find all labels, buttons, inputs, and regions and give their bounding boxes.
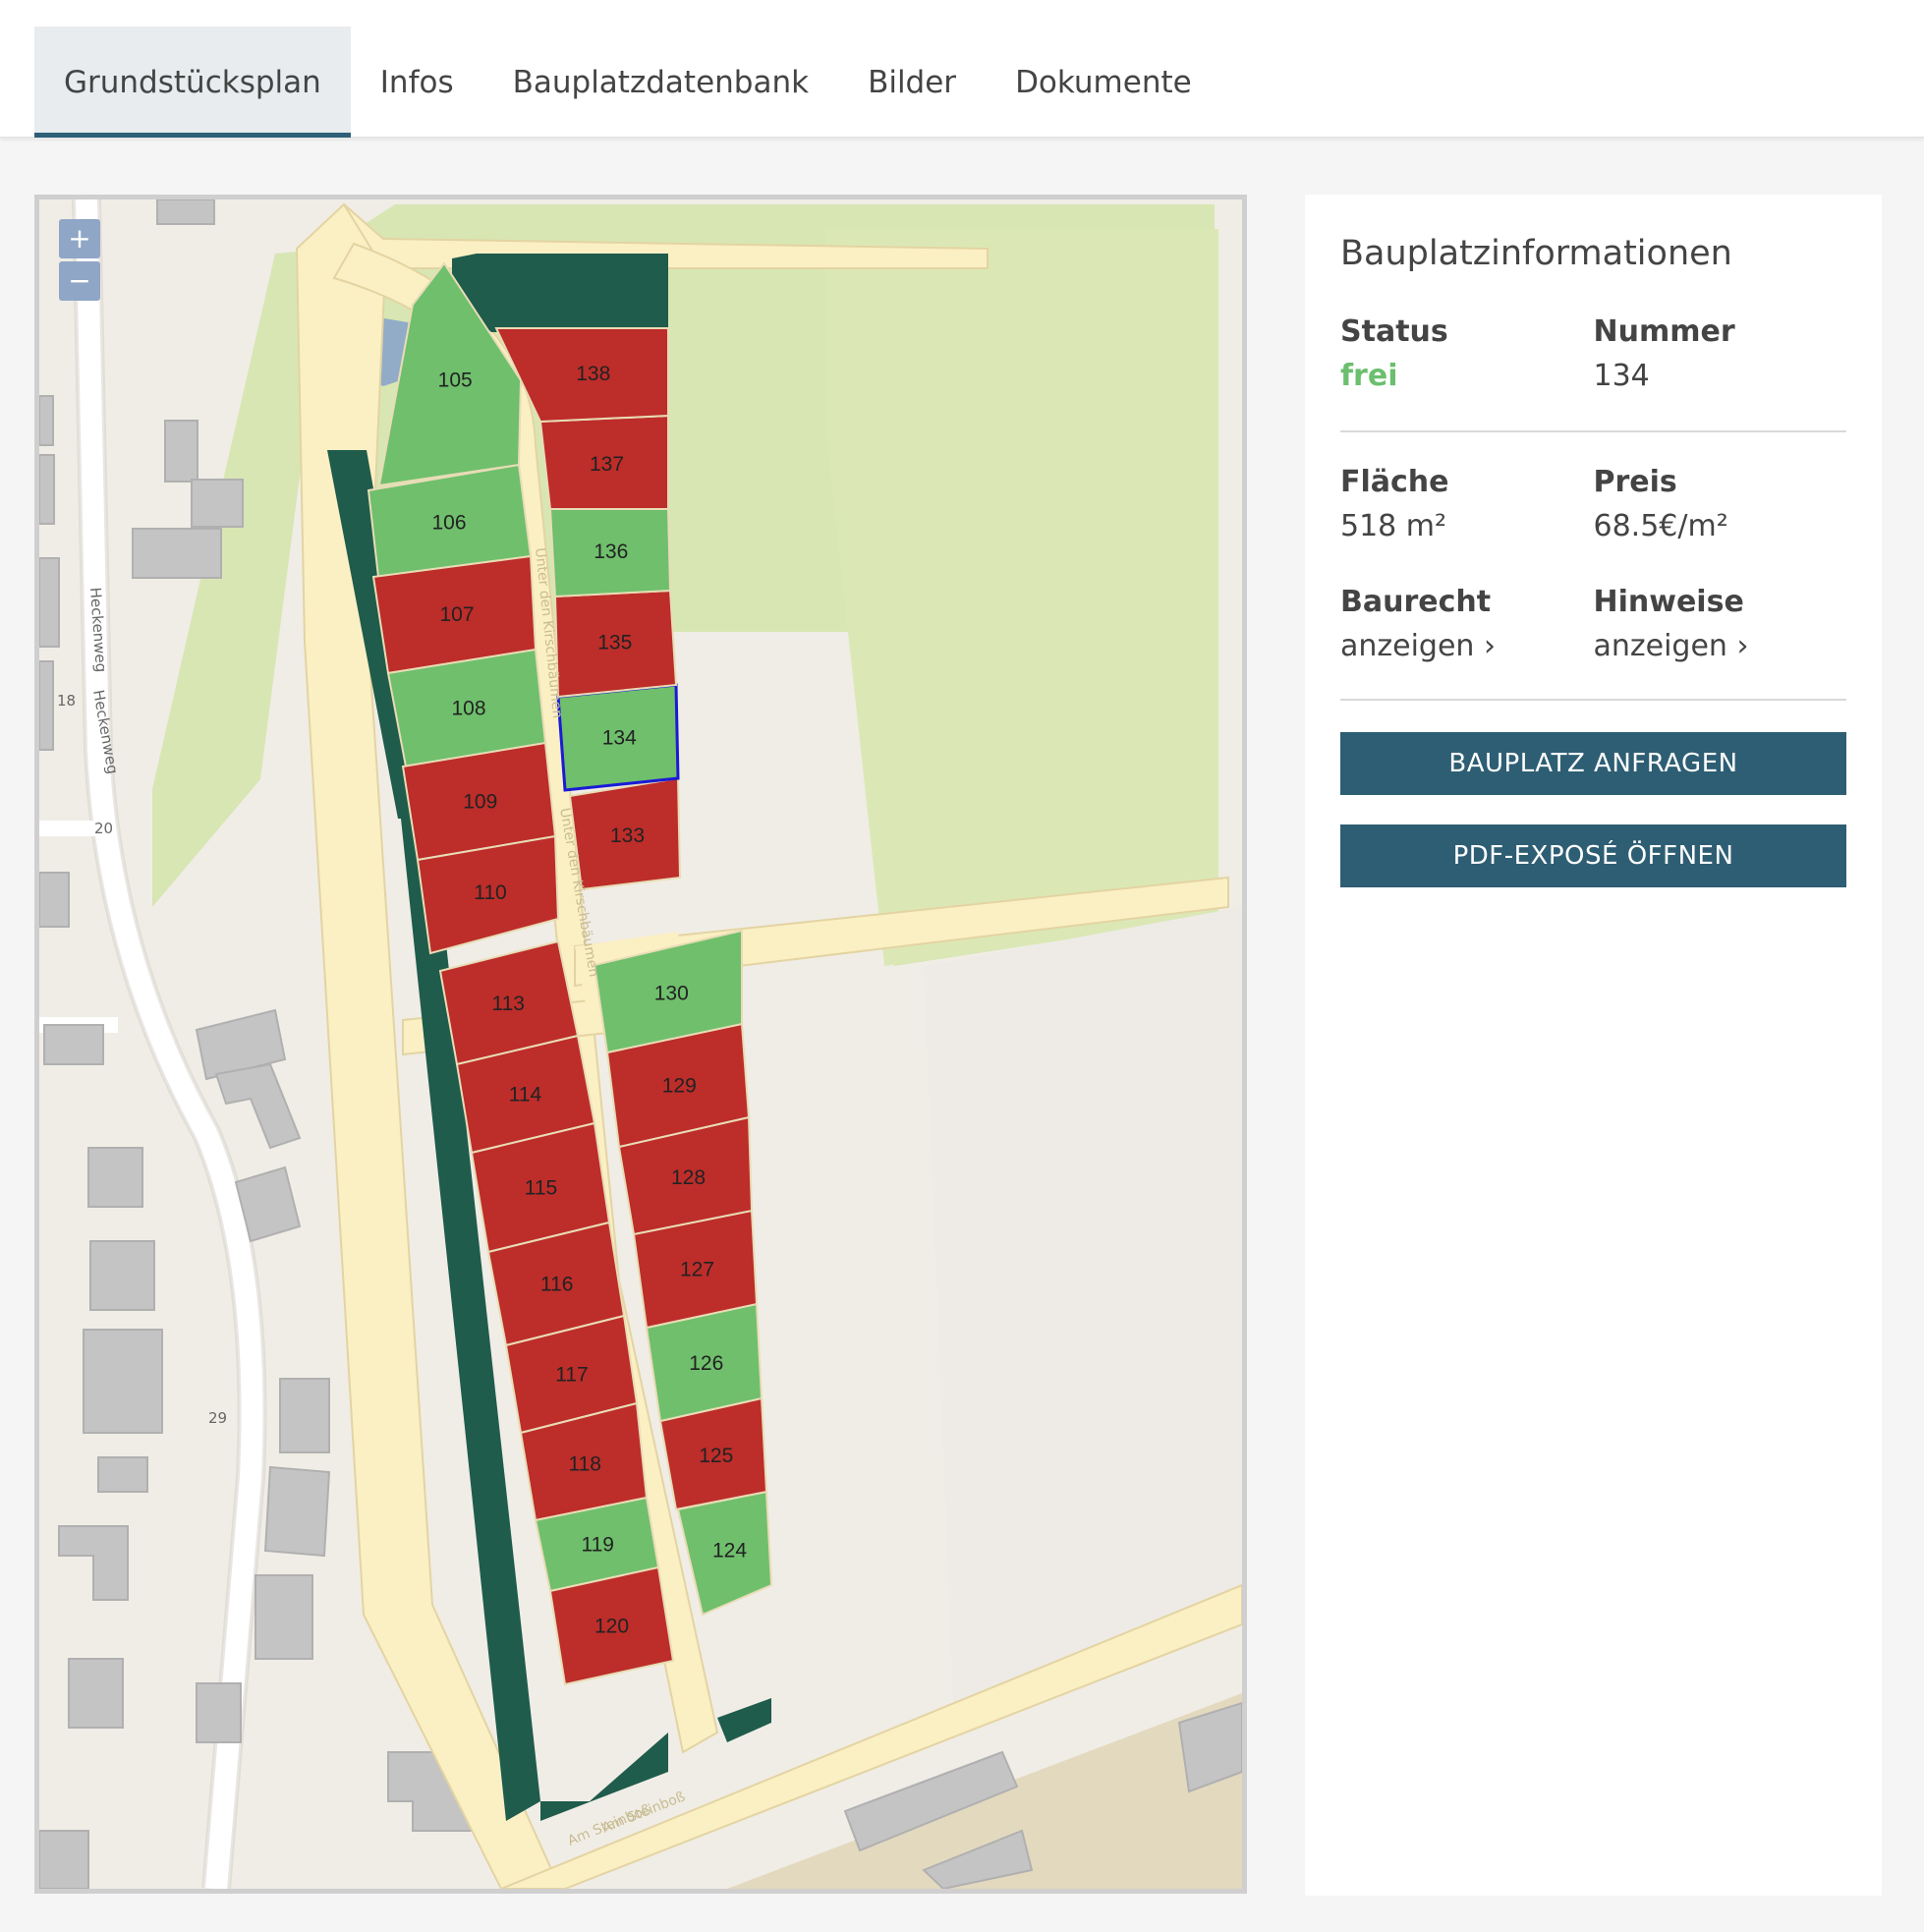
lot-label: 138 — [576, 363, 610, 385]
road-south — [500, 1583, 1242, 1889]
panel-title: Bauplatzinformationen — [1340, 234, 1732, 273]
bauplatz-anfragen-button[interactable]: BAUPLATZ ANFRAGEN — [1340, 732, 1846, 795]
lot-label: 136 — [594, 540, 628, 563]
status-value: frei — [1340, 359, 1398, 393]
flaeche-value: 518 m² — [1340, 509, 1447, 543]
lot-label: 116 — [540, 1274, 573, 1296]
lot-label: 120 — [594, 1616, 629, 1638]
lot-label: 127 — [680, 1259, 714, 1281]
tab-bar: Grundstücksplan Infos Bauplatzdatenbank … — [34, 27, 1221, 138]
green-strip-south-east — [717, 1698, 771, 1742]
meadow-area-large — [825, 229, 1218, 966]
nummer-value: 134 — [1593, 359, 1650, 393]
green-strip-west-low — [401, 819, 540, 1821]
lot-label: 107 — [439, 603, 474, 626]
hinweise-link[interactable]: anzeigen › — [1593, 629, 1749, 663]
lot-info-panel: Bauplatzinformationen Status frei Nummer… — [1305, 195, 1882, 1896]
street-heckenweg-lane — [76, 199, 263, 1889]
divider — [1340, 430, 1846, 432]
preis-value: 68.5€/m² — [1593, 509, 1728, 543]
top-navigation: Grundstücksplan Infos Bauplatzdatenbank … — [0, 0, 1924, 138]
tab-infos[interactable]: Infos — [379, 64, 454, 100]
lot-label: 113 — [492, 993, 525, 1015]
flaeche-label: Fläche — [1340, 465, 1449, 499]
lot-label: 109 — [463, 791, 497, 814]
lot-133[interactable] — [568, 776, 682, 891]
hinweise-label: Hinweise — [1593, 585, 1744, 619]
preis-field: Preis 68.5€/m² — [1594, 465, 1847, 543]
tab-bilder[interactable]: Bilder — [868, 64, 957, 100]
house-number: 20 — [94, 820, 113, 837]
lots-layer: 105 106 107 108 109 110 113 114 115 116 117 118 119 1… — [367, 261, 773, 1686]
baurecht-link[interactable]: anzeigen › — [1340, 629, 1496, 663]
zoom-in-button[interactable]: + — [59, 219, 100, 258]
meadow-area-west — [152, 249, 329, 907]
lot-label: 108 — [451, 698, 485, 720]
nummer-field: Nummer 134 — [1594, 314, 1847, 393]
lot-label: 106 — [431, 511, 466, 534]
green-strip-north — [452, 254, 668, 332]
tab-grundstuecksplan[interactable]: Grundstücksplan — [34, 27, 351, 138]
site-plan-map[interactable]: 105 106 107 108 109 110 113 114 115 116 117 118 119 1… — [34, 195, 1247, 1894]
status-field: Status frei — [1340, 314, 1594, 393]
info-row-baurecht: Baurecht anzeigen › Hinweise anzeigen › — [1340, 585, 1846, 663]
tab-dokumente[interactable]: Dokumente — [1015, 64, 1192, 100]
map-canvas[interactable]: 105 106 107 108 109 110 113 114 115 116 117 118 119 1… — [39, 199, 1242, 1889]
lot-label: 137 — [590, 453, 624, 476]
pdf-expose-button[interactable]: PDF-EXPOSÉ ÖFFNEN — [1340, 824, 1846, 887]
preis-label: Preis — [1593, 465, 1677, 499]
lot-130[interactable] — [593, 929, 743, 1054]
green-strip-south — [540, 1733, 668, 1821]
lot-120[interactable] — [548, 1565, 675, 1686]
lot-label: 105 — [438, 369, 473, 391]
status-label: Status — [1340, 314, 1448, 349]
lot-label: 125 — [699, 1445, 733, 1467]
empty-plot-area — [924, 907, 1242, 1703]
lot-label: 126 — [689, 1352, 723, 1375]
info-row-status: Status frei Nummer 134 — [1340, 314, 1846, 393]
zoom-out-button[interactable]: − — [59, 261, 100, 301]
hinweise-field: Hinweise anzeigen › — [1594, 585, 1847, 663]
buildings — [39, 199, 1242, 1889]
lot-label: 124 — [712, 1540, 747, 1563]
lot-label: 118 — [569, 1452, 601, 1475]
lot-label: 135 — [597, 632, 632, 654]
lot-label: 129 — [662, 1074, 697, 1097]
lot-label: 115 — [525, 1177, 557, 1200]
lot-label: 117 — [555, 1364, 588, 1387]
lot-label: 114 — [509, 1083, 542, 1106]
flaeche-field: Fläche 518 m² — [1340, 465, 1594, 543]
lot-label: 119 — [582, 1533, 614, 1556]
baurecht-label: Baurecht — [1340, 585, 1492, 619]
tab-bauplatzdatenbank[interactable]: Bauplatzdatenbank — [512, 64, 810, 100]
house-number: 18 — [57, 692, 76, 710]
lot-label: 134 — [602, 727, 637, 750]
nummer-label: Nummer — [1593, 314, 1735, 349]
info-row-flaeche: Fläche 518 m² Preis 68.5€/m² — [1340, 465, 1846, 543]
baurecht-field: Baurecht anzeigen › — [1340, 585, 1594, 663]
lot-label: 133 — [610, 824, 645, 847]
lot-label: 110 — [474, 881, 506, 904]
lot-label: 128 — [671, 1166, 706, 1189]
lot-138[interactable] — [494, 327, 669, 424]
lot-110[interactable] — [416, 834, 560, 955]
lot-label: 130 — [654, 983, 689, 1005]
house-number: 29 — [208, 1409, 227, 1427]
divider — [1340, 699, 1846, 701]
zoom-control: + − — [59, 219, 100, 301]
